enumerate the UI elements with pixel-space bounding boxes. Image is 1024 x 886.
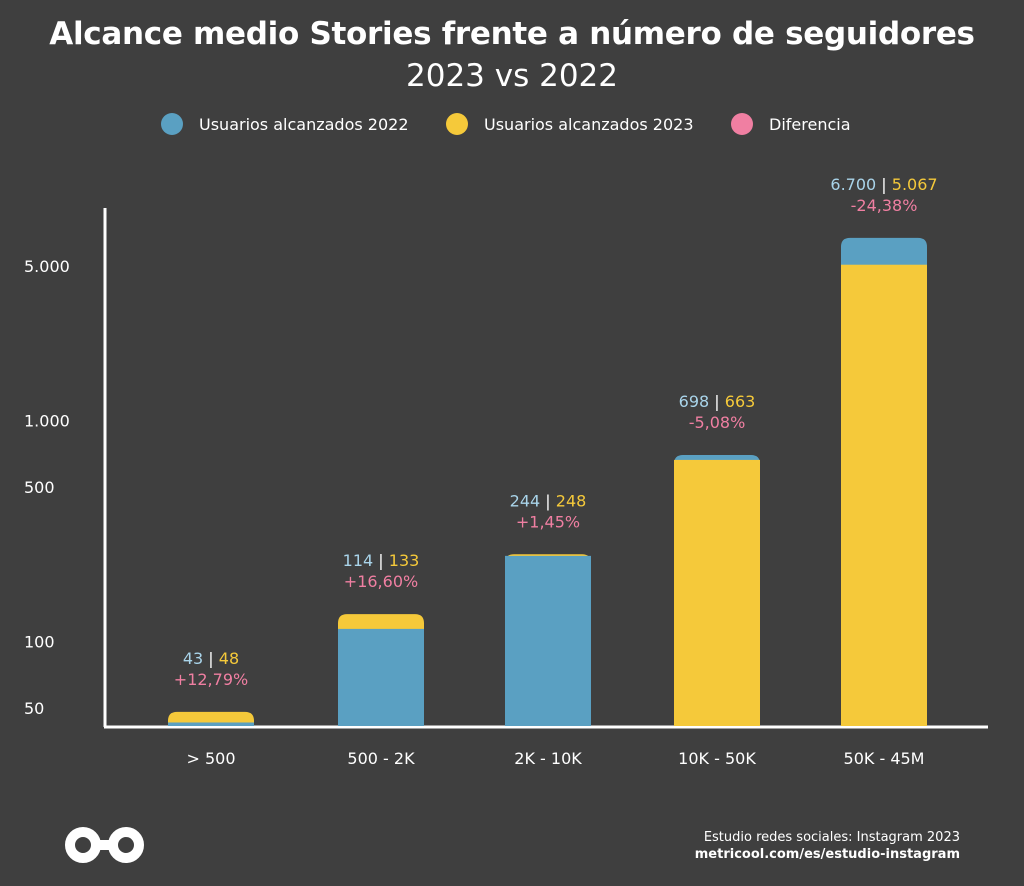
- x-tick-label-1: 500 - 2K: [347, 749, 415, 768]
- value-separator: |: [709, 392, 725, 411]
- difference-label-4: -24,38%: [851, 196, 918, 215]
- value-label-4: 6.700 | 5.067: [830, 175, 937, 194]
- footer-url: metricool.com/es/estudio-instagram: [694, 847, 960, 862]
- value-label-1: 114 | 133: [343, 551, 420, 570]
- difference-label-2: +1,45%: [516, 512, 580, 531]
- value-separator: |: [876, 175, 892, 194]
- value-label-0: 43 | 48: [183, 649, 239, 668]
- difference-label-1: +16,60%: [344, 572, 418, 591]
- legend-label-2023: Usuarios alcanzados 2023: [484, 114, 694, 134]
- value-2022: 244: [510, 491, 541, 510]
- legend-item-2022: Usuarios alcanzados 2022: [161, 113, 409, 135]
- legend-label-2022: Usuarios alcanzados 2022: [199, 114, 409, 134]
- y-tick-label: 100: [24, 632, 55, 651]
- footer-credit-text: Estudio redes sociales: Instagram 2023: [703, 830, 960, 845]
- chart-title: Alcance medio Stories frente a número de…: [49, 16, 975, 52]
- x-tick-label-3: 10K - 50K: [678, 749, 756, 768]
- value-2023: 5.067: [892, 175, 938, 194]
- value-2023: 133: [389, 551, 420, 570]
- value-separator: |: [540, 491, 556, 510]
- difference-label-3: -5,08%: [689, 413, 746, 432]
- value-2023: 48: [219, 649, 239, 668]
- value-label-3: 698 | 663: [679, 392, 756, 411]
- bar-2023-4: [841, 264, 927, 726]
- value-2022: 114: [343, 551, 374, 570]
- value-2022: 698: [679, 392, 710, 411]
- legend-swatch-difference: [731, 113, 753, 135]
- chart-subtitle: 2023 vs 2022: [406, 58, 618, 94]
- x-tick-label-0: > 500: [186, 749, 235, 768]
- bar-2022-1: [338, 628, 424, 726]
- y-tick-label: 50: [24, 699, 44, 718]
- legend-item-2023: Usuarios alcanzados 2023: [446, 113, 694, 135]
- y-tick-label: 5.000: [24, 257, 70, 276]
- metricool-infinity-logo-icon: [64, 826, 148, 868]
- legend-swatch-2023: [446, 113, 468, 135]
- legend-item-difference: Diferencia: [731, 113, 851, 135]
- value-label-2: 244 | 248: [510, 491, 587, 510]
- bar-2023-3: [674, 459, 760, 726]
- difference-label-0: +12,79%: [174, 670, 248, 689]
- value-separator: |: [203, 649, 219, 668]
- footer-credit: Estudio redes sociales: Instagram 2023 m…: [695, 829, 960, 863]
- legend-swatch-2022: [161, 113, 183, 135]
- value-2022: 43: [183, 649, 203, 668]
- value-2022: 6.700: [830, 175, 876, 194]
- bar-2022-2: [505, 555, 591, 726]
- y-tick-label: 500: [24, 478, 55, 497]
- value-separator: |: [373, 551, 389, 570]
- legend-label-difference: Diferencia: [769, 114, 851, 134]
- y-tick-label: 1.000: [24, 411, 70, 430]
- x-tick-label-4: 50K - 45M: [844, 749, 925, 768]
- value-2023: 248: [556, 491, 587, 510]
- value-2023: 663: [725, 392, 756, 411]
- bar-2022-0: [168, 722, 254, 726]
- x-tick-label-2: 2K - 10K: [514, 749, 582, 768]
